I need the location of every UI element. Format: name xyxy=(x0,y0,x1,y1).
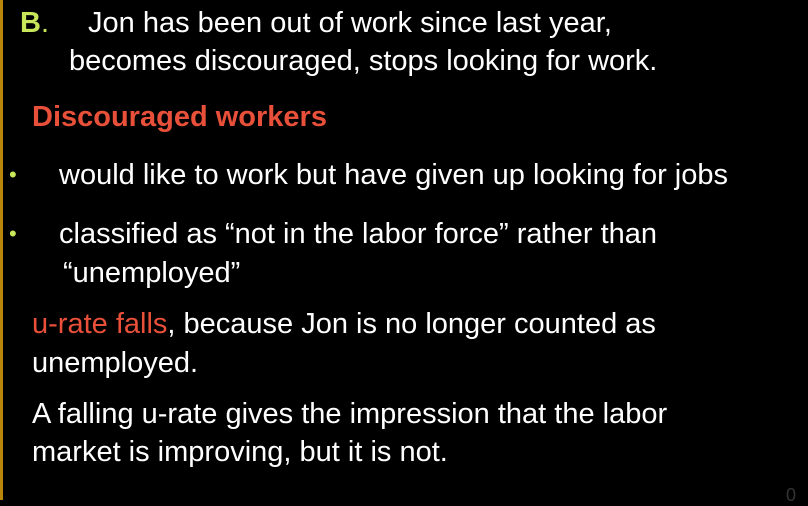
page-number: 0 xyxy=(785,485,796,505)
bullet-1-text: would like to work but have given up loo… xyxy=(59,159,728,191)
urate-line-2: unemployed. xyxy=(32,347,199,379)
left-border-rule xyxy=(0,0,3,500)
bullet-2-line-2: “unemployed” xyxy=(63,257,241,289)
section-letter: B. xyxy=(20,4,49,42)
bullet-2-icon: • xyxy=(9,221,17,246)
urate-reason: , because Jon is no longer counted as xyxy=(167,308,656,340)
bullet-1-icon: • xyxy=(9,162,17,187)
section-letter-dot: . xyxy=(40,7,50,39)
intro-line-2: becomes discouraged, stops looking for w… xyxy=(69,45,658,77)
discouraged-workers-heading: Discouraged workers xyxy=(32,101,327,133)
intro-line-1: Jon has been out of work since last year… xyxy=(88,7,612,39)
closing-line-2: market is improving, but it is not. xyxy=(32,436,448,468)
urate-falls-highlight: u-rate falls xyxy=(32,308,168,340)
urate-line-1: u-rate falls, because Jon is no longer c… xyxy=(32,305,656,343)
closing-line-1: A falling u-rate gives the impression th… xyxy=(32,398,668,430)
bullet-2-line-1: classified as “not in the labor force” r… xyxy=(59,218,658,250)
section-letter-text: B xyxy=(20,7,41,39)
